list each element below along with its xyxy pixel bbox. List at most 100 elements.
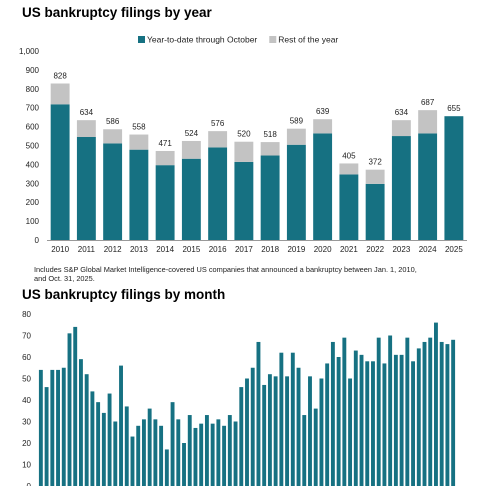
monthly-bar-36 [245,378,249,486]
monthly-bar-51 [330,341,335,486]
monthly-bar-61 [388,335,393,486]
bar-2024-series-1 [418,110,438,134]
y-tick-label: 800 [26,85,40,94]
bar-2010-series-0 [50,104,70,240]
x-tick-label-2015: 2015 [182,245,200,254]
y-tick-label: 700 [26,104,40,113]
bar-2015-series-1 [181,140,201,159]
data-label-2011: 634 [80,108,94,117]
monthly-bar-0 [38,369,43,486]
monthly-bar-34 [233,421,238,486]
x-tick-label-2017: 2017 [235,245,253,254]
data-label-2021: 405 [342,151,356,160]
monthly-bar-67 [422,341,427,486]
monthly-bar-4 [61,367,66,486]
y-tick-label: 300 [26,179,40,188]
y-tick-label: 0 [27,482,32,486]
data-label-2016: 576 [211,119,225,128]
bar-2019-series-0 [286,144,306,240]
bar-2016-series-1 [208,131,228,148]
monthly-bar-24 [176,419,181,486]
monthly-bar-58 [371,361,375,486]
x-tick-label-2024: 2024 [419,245,437,254]
data-label-2024: 687 [421,98,435,107]
monthly-bar-53 [342,337,347,486]
monthly-bar-16 [130,436,135,486]
data-label-2015: 524 [185,129,199,138]
data-label-2014: 471 [158,139,172,148]
monthly-bar-20 [153,419,158,486]
monthly-bar-48 [313,408,318,486]
x-tick-label-2012: 2012 [104,245,122,254]
y-tick-label: 30 [22,418,31,427]
legend-label-1: Rest of the year [278,35,338,45]
y-tick-label: 50 [22,375,31,384]
monthly-bar-46 [302,415,307,486]
monthly-bar-21 [159,425,164,486]
y-tick-label: 20 [22,439,31,448]
monthly-bar-63 [399,354,404,486]
bar-2018-series-0 [260,155,280,240]
x-tick-label-2022: 2022 [366,245,384,254]
monthly-bar-72 [451,339,456,486]
bar-2014-series-0 [155,165,175,240]
monthly-bar-6 [73,326,78,486]
monthly-bar-28 [199,423,204,486]
x-tick-label-2020: 2020 [314,245,332,254]
monthly-bar-39 [262,384,267,486]
monthly-bar-62 [393,354,398,486]
y-tick-label: 400 [26,160,40,169]
data-label-2025: 655 [447,104,461,113]
x-tick-label-2025: 2025 [445,245,463,254]
legend: Year-to-date through October Rest of the … [138,35,338,45]
y-tick-label: 1,000 [19,47,40,56]
monthly-bar-60 [382,363,387,486]
y-tick-label: 80 [22,310,31,319]
bar-2017-series-0 [234,161,254,240]
monthly-bar-3 [56,369,60,486]
y-tick-label: 600 [26,123,40,132]
x-tick-label-2023: 2023 [392,245,410,254]
monthly-bar-57 [365,361,370,486]
monthly-bar-70 [439,341,444,486]
x-tick-label-2013: 2013 [130,245,148,254]
monthly-bar-15 [124,406,129,486]
monthly-bar-11 [101,412,106,486]
bar-2014-series-1 [155,150,175,166]
yearly-chart: Year-to-date through October Rest of the … [19,35,467,254]
monthly-bar-29 [204,415,209,486]
monthly-bar-7 [78,359,83,486]
bar-2022-series-1 [365,169,385,184]
monthly-bar-50 [325,363,330,486]
chart-note-line-2: and Oct. 31, 2025. [34,274,95,283]
monthly-bar-65 [411,361,416,486]
monthly-bar-14 [119,365,123,486]
monthly-bar-10 [96,402,101,486]
monthly-bar-30 [210,423,215,486]
chart-title-yearly: US bankruptcy filings by year [22,5,212,20]
y-tick-label: 10 [22,461,31,470]
bar-2023-series-0 [391,136,411,240]
monthly-bar-56 [359,354,364,486]
bar-2010-series-1 [50,83,70,105]
monthly-bar-42 [279,352,284,486]
y-tick-label: 40 [22,396,31,405]
monthly-bar-47 [308,376,312,486]
legend-swatch-1 [269,36,277,43]
data-label-2012: 586 [106,117,120,126]
data-label-2022: 372 [368,158,382,167]
bar-2020-series-0 [313,133,333,240]
monthly-bar-45 [296,367,301,486]
bar-2016-series-0 [208,147,228,240]
monthly-bar-66 [416,348,421,486]
monthly-bar-9 [90,391,95,486]
monthly-bar-19 [147,408,152,486]
monthly-chart: 0 10 20 30 40 50 60 70 80 [22,310,456,486]
monthly-bar-22 [164,449,169,486]
bar-2011-series-0 [76,136,96,240]
bar-2013-series-1 [129,134,149,150]
bar-2011-series-1 [76,120,96,137]
bar-2021-series-1 [339,163,359,175]
monthly-bar-32 [222,425,227,486]
